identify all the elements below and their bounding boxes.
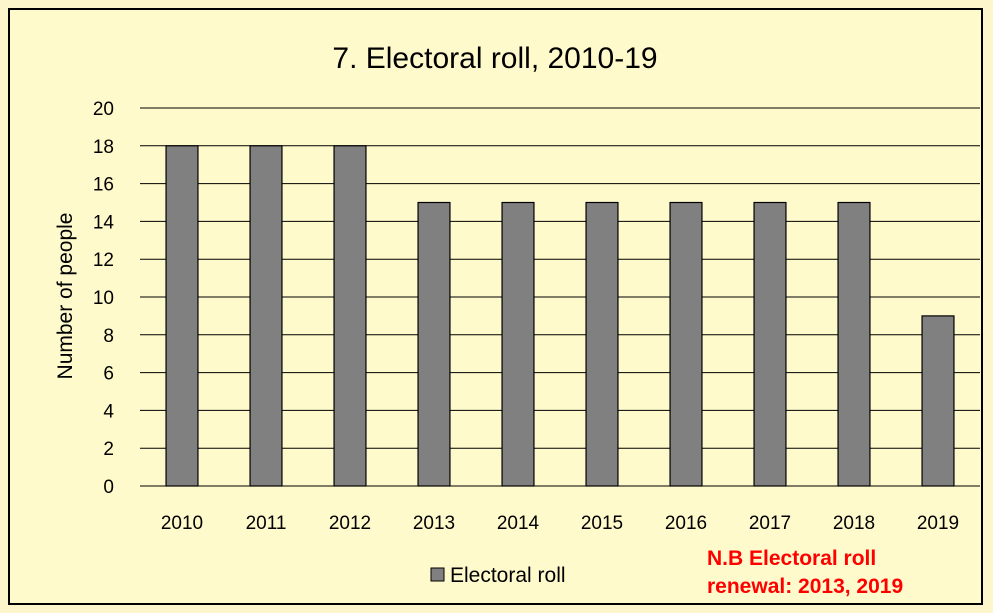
legend-swatch xyxy=(430,567,445,582)
renewal-note-line-1: N.B Electoral roll xyxy=(707,547,876,570)
x-tick-label: 2019 xyxy=(917,513,959,534)
renewal-note: N.B Electoral roll renewal: 2013, 2019 xyxy=(707,547,903,598)
bar-2010 xyxy=(165,145,199,487)
bar-2019 xyxy=(921,315,955,487)
y-tick-label: 14 xyxy=(93,212,115,233)
x-tick-label: 2014 xyxy=(497,513,540,534)
x-tick-label: 2017 xyxy=(749,513,791,534)
bar-2017 xyxy=(753,201,787,487)
x-tick-label: 2011 xyxy=(246,513,287,534)
y-tick-label: 0 xyxy=(103,477,114,498)
renewal-note-line-2: renewal: 2013, 2019 xyxy=(707,575,903,598)
x-tick-label: 2012 xyxy=(329,513,371,534)
chart-frame: 7. Electoral roll, 2010-19 0 2 4 6 8 10 12 14 16… xyxy=(8,8,983,605)
x-tick-labels: 2010 2011 2012 2013 2014 2015 2016 2017 2018 2019 xyxy=(161,513,959,534)
y-tick-label: 18 xyxy=(93,137,114,158)
chart-svg: 7. Electoral roll, 2010-19 0 2 4 6 8 10 12 14 16… xyxy=(54,42,980,598)
chart-title: 7. Electoral roll, 2010-19 xyxy=(332,42,657,75)
bars xyxy=(165,145,955,487)
bar-2012 xyxy=(333,145,367,487)
bar-2015 xyxy=(585,201,619,487)
y-tick-label: 12 xyxy=(93,250,114,271)
x-tick-label: 2010 xyxy=(161,513,203,534)
y-tick-labels: 0 2 4 6 8 10 12 14 16 18 20 xyxy=(93,99,115,498)
legend: Electoral roll xyxy=(430,564,566,587)
legend-label: Electoral roll xyxy=(450,564,566,587)
y-axis-label: Number of people xyxy=(54,213,77,380)
y-tick-label: 6 xyxy=(103,364,114,385)
x-tick-label: 2013 xyxy=(413,513,455,534)
y-tick-label: 4 xyxy=(103,401,114,422)
bar-2011 xyxy=(249,145,283,487)
bar-2013 xyxy=(417,201,451,487)
y-tick-label: 10 xyxy=(93,288,114,309)
y-tick-label: 2 xyxy=(103,439,114,460)
bar-2016 xyxy=(669,201,703,487)
bar-2018 xyxy=(837,201,871,487)
y-tick-label: 16 xyxy=(93,175,114,196)
bar-2014 xyxy=(501,201,535,487)
y-tick-label: 20 xyxy=(93,99,114,120)
y-tick-label: 8 xyxy=(103,326,114,347)
x-tick-label: 2018 xyxy=(833,513,875,534)
x-tick-label: 2016 xyxy=(665,513,707,534)
x-tick-label: 2015 xyxy=(581,513,623,534)
